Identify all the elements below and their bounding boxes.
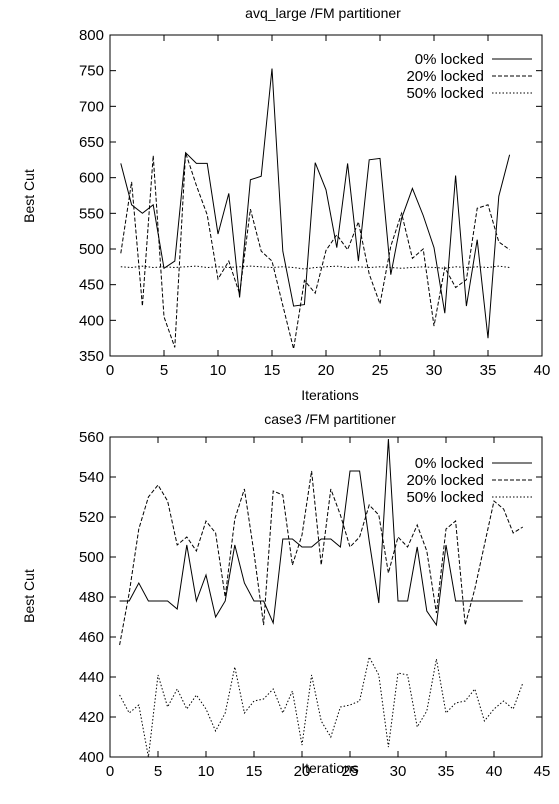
y-tick-label: 800 <box>79 27 104 44</box>
y-tick-label: 540 <box>79 469 104 486</box>
x-tick-label: 0 <box>106 362 114 379</box>
y-tick-label: 420 <box>79 709 104 726</box>
chart-top-series <box>120 68 511 350</box>
series-line-solid <box>120 68 511 339</box>
chart-bottom-axes: 0 5 10 15 20 25 30 35 40 45 400 420 440 460 480 500 520 5… <box>79 429 550 780</box>
x-tick-label: 5 <box>154 763 162 780</box>
legend-label: 0% locked <box>415 51 484 68</box>
x-tick-label: 0 <box>106 763 114 780</box>
chart-bottom: case3 /FM partitioner Best Cut Iteration… <box>21 411 550 780</box>
x-tick-label: 45 <box>534 763 551 780</box>
legend-label: 50% locked <box>406 85 484 102</box>
y-tick-label: 700 <box>79 98 104 115</box>
x-tick-label: 30 <box>390 763 407 780</box>
y-tick-label: 480 <box>79 589 104 606</box>
x-tick-label: 10 <box>198 763 215 780</box>
x-tick-label: 20 <box>294 763 311 780</box>
chart-top-ylabel: Best Cut <box>21 169 37 223</box>
y-tick-label: 440 <box>79 669 104 686</box>
x-tick-label: 10 <box>210 362 227 379</box>
series-line-dashed <box>120 152 510 350</box>
chart-bottom-ylabel: Best Cut <box>21 569 37 623</box>
x-tick-label: 35 <box>480 362 497 379</box>
x-tick-label: 15 <box>264 362 281 379</box>
y-tick-label: 450 <box>79 277 104 294</box>
y-tick-label: 460 <box>79 629 104 646</box>
x-tick-label: 25 <box>372 362 389 379</box>
chart-top-xlabel: Iterations <box>301 387 359 403</box>
x-tick-label: 5 <box>160 362 168 379</box>
chart-bottom-title: case3 /FM partitioner <box>264 411 396 427</box>
x-tick-label: 20 <box>318 362 335 379</box>
chart-bottom-series <box>119 438 524 758</box>
y-tick-label: 500 <box>79 241 104 258</box>
legend-label: 20% locked <box>406 68 484 85</box>
y-tick-label: 350 <box>79 348 104 365</box>
y-tick-label: 560 <box>79 429 104 446</box>
y-tick-label: 400 <box>79 749 104 766</box>
x-tick-label: 25 <box>342 763 359 780</box>
y-tick-label: 400 <box>79 312 104 329</box>
x-tick-label: 40 <box>486 763 503 780</box>
legend-label: 20% locked <box>406 472 484 489</box>
y-tick-label: 750 <box>79 63 104 80</box>
x-tick-label: 40 <box>534 362 551 379</box>
legend-label: 0% locked <box>415 455 484 472</box>
series-line-solid <box>119 438 523 627</box>
y-tick-label: 650 <box>79 134 104 151</box>
chart-top-title: avq_large /FM partitioner <box>245 5 401 21</box>
y-tick-label: 500 <box>79 549 104 566</box>
x-tick-label: 30 <box>426 362 443 379</box>
series-line-dotted <box>119 655 524 758</box>
legend-label: 50% locked <box>406 489 484 506</box>
series-line-dashed <box>119 470 524 646</box>
chart-top: avq_large /FM partitioner Best Cut Itera… <box>21 5 550 403</box>
chart-top-axes: 0 5 10 15 20 25 30 35 40 350 400 450 500 550 600 650 700… <box>79 27 550 379</box>
chart-bottom-xlabel: Iterations <box>301 760 359 776</box>
x-tick-label: 35 <box>438 763 455 780</box>
y-tick-label: 600 <box>79 170 104 187</box>
y-tick-label: 550 <box>79 205 104 222</box>
y-tick-label: 520 <box>79 509 104 526</box>
x-tick-label: 15 <box>246 763 263 780</box>
